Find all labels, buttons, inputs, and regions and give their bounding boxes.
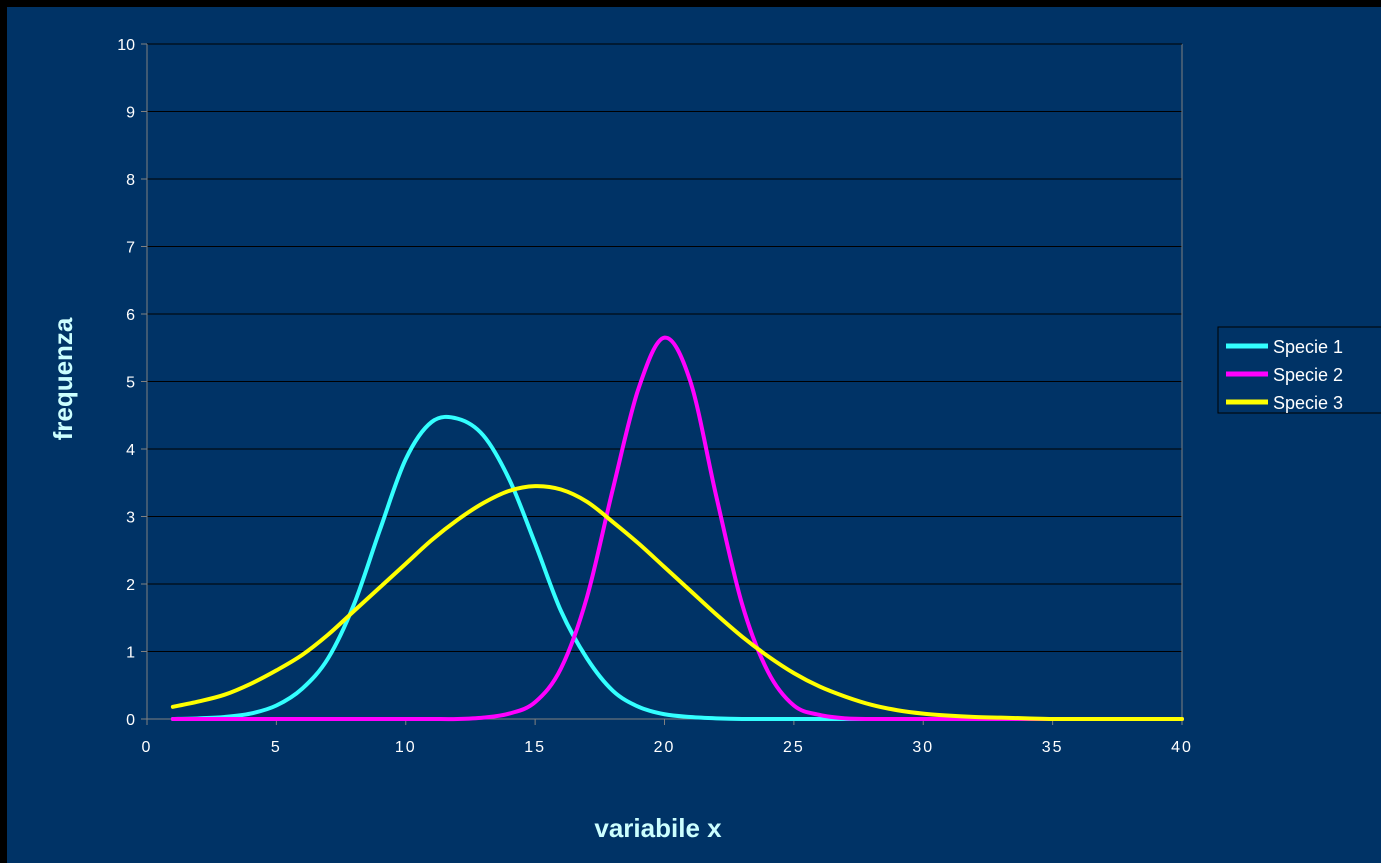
x-tick-label: 10	[395, 739, 417, 756]
y-tick-label: 10	[117, 37, 135, 54]
y-tick-label: 3	[126, 510, 135, 527]
chart: 0 5 10 15 20 25 30 35 40 0 1 2 3 4 5 6 7 8 9 10 variabile …	[7, 7, 1381, 863]
legend-box	[1217, 326, 1381, 414]
axes	[141, 43, 1183, 725]
legend-label-2: Specie 2	[1273, 365, 1343, 385]
x-tick-label: 0	[142, 739, 153, 756]
x-tick-label: 40	[1171, 739, 1193, 756]
x-axis-title: variabile x	[594, 813, 722, 843]
y-tick-label: 8	[126, 172, 135, 189]
y-tick-label: 0	[126, 712, 135, 729]
legend-label-3: Specie 3	[1273, 393, 1343, 413]
series-lines	[170, 335, 1184, 722]
x-tick-label: 5	[271, 739, 282, 756]
line-chart: 0 5 10 15 20 25 30 35 40 0 1 2 3 4 5 6 7 8 9 10 variabile …	[48, 37, 1381, 843]
y-tick-label: 9	[126, 105, 135, 122]
x-tick-label: 15	[524, 739, 546, 756]
y-tick-label: 7	[126, 240, 135, 257]
y-tick-label: 6	[126, 307, 135, 324]
y-tick-labels: 0 1 2 3 4 5 6 7 8 9 10	[117, 37, 135, 729]
legend-items: Specie 1 Specie 2 Specie 3	[1226, 337, 1343, 413]
gridlines	[147, 43, 1182, 652]
y-tick-label: 4	[126, 442, 135, 459]
y-tick-label: 2	[126, 577, 135, 594]
series-line-3	[170, 484, 1184, 722]
legend-label-1: Specie 1	[1273, 337, 1343, 357]
x-tick-label: 30	[912, 739, 934, 756]
legend: Specie 1 Specie 2 Specie 3	[1217, 326, 1381, 414]
x-tick-label: 20	[654, 739, 676, 756]
y-axis-title: frequenza	[48, 317, 78, 440]
series-line-1	[170, 414, 1184, 722]
y-tick-label: 5	[126, 375, 135, 392]
x-tick-label: 25	[783, 739, 805, 756]
y-tick-label: 1	[126, 645, 135, 662]
x-tick-label: 35	[1042, 739, 1064, 756]
x-tick-labels: 0 5 10 15 20 25 30 35 40	[142, 739, 1193, 756]
